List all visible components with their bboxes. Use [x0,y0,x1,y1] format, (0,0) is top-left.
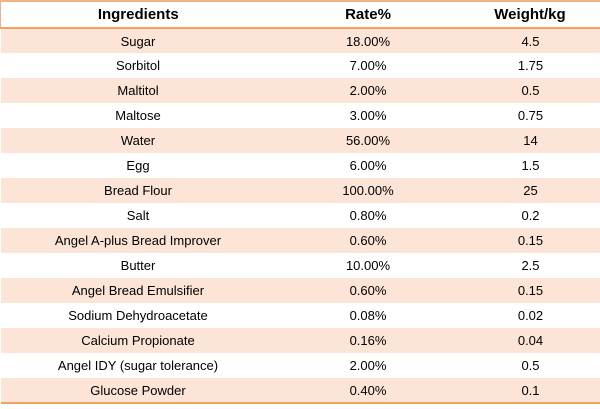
table-row: Sodium Dehydroacetate 0.08% 0.02 [0,303,600,328]
table-row: Salt 0.80% 0.2 [0,203,600,228]
table-row: Sugar 18.00% 4.5 [0,28,600,53]
cell-rate: 56.00% [275,128,461,153]
cell-weight: 0.15 [460,228,600,253]
cell-ingredient: Egg [0,153,276,178]
cell-weight: 0.02 [460,303,600,328]
cell-weight: 0.04 [460,328,600,353]
table-row: Calcium Propionate 0.16% 0.04 [0,328,600,353]
cell-ingredient: Water [0,128,276,153]
column-header-rate: Rate% [275,0,461,29]
cell-rate: 6.00% [275,153,461,178]
cell-weight: 14 [460,128,600,153]
cell-weight: 0.1 [460,378,600,404]
cell-rate: 3.00% [275,103,461,128]
cell-ingredient: Calcium Propionate [0,328,276,353]
column-header-ingredients: Ingredients [0,0,276,29]
cell-rate: 0.40% [275,378,461,404]
cell-rate: 2.00% [275,353,461,378]
cell-rate: 0.08% [275,303,461,328]
table-row: Angel IDY (sugar tolerance) 2.00% 0.5 [0,353,600,378]
cell-rate: 0.16% [275,328,461,353]
cell-ingredient: Bread Flour [0,178,276,203]
table-row: Glucose Powder 0.40% 0.1 [0,378,600,404]
cell-weight: 25 [460,178,600,203]
cell-weight: 0.2 [460,203,600,228]
cell-ingredient: Maltitol [0,78,276,103]
cell-rate: 0.60% [275,278,461,303]
cell-weight: 2.5 [460,253,600,278]
cell-ingredient: Sugar [0,28,276,53]
cell-rate: 7.00% [275,53,461,78]
cell-rate: 10.00% [275,253,461,278]
table-row: Angel Bread Emulsifier 0.60% 0.15 [0,278,600,303]
table-row: Maltose 3.00% 0.75 [0,103,600,128]
table-header: Ingredients Rate% Weight/kg [0,0,600,29]
cell-rate: 2.00% [275,78,461,103]
cell-weight: 1.5 [460,153,600,178]
cell-ingredient: Maltose [0,103,276,128]
table-row: Egg 6.00% 1.5 [0,153,600,178]
cell-weight: 1.75 [460,53,600,78]
table-row: Angel A-plus Bread Improver 0.60% 0.15 [0,228,600,253]
cell-ingredient: Angel IDY (sugar tolerance) [0,353,276,378]
cell-ingredient: Glucose Powder [0,378,276,404]
cell-rate: 0.80% [275,203,461,228]
cell-weight: 4.5 [460,28,600,53]
cell-ingredient: Salt [0,203,276,228]
cell-ingredient: Angel Bread Emulsifier [0,278,276,303]
cell-weight: 0.5 [460,78,600,103]
table-row: Maltitol 2.00% 0.5 [0,78,600,103]
header-row: Ingredients Rate% Weight/kg [0,0,600,29]
table-row: Butter 10.00% 2.5 [0,253,600,278]
cell-rate: 18.00% [275,28,461,53]
cell-ingredient: Angel A-plus Bread Improver [0,228,276,253]
cell-weight: 0.75 [460,103,600,128]
cell-weight: 0.5 [460,353,600,378]
cell-rate: 100.00% [275,178,461,203]
cell-weight: 0.15 [460,278,600,303]
column-header-weight: Weight/kg [460,0,600,29]
table-row: Sorbitol 7.00% 1.75 [0,53,600,78]
cell-ingredient: Butter [0,253,276,278]
cell-ingredient: Sorbitol [0,53,276,78]
table-body: Sugar 18.00% 4.5 Sorbitol 7.00% 1.75 Maltitol 2… [0,28,600,404]
table-row: Water 56.00% 14 [0,128,600,153]
cell-rate: 0.60% [275,228,461,253]
cell-ingredient: Sodium Dehydroacetate [0,303,276,328]
table-row: Bread Flour 100.00% 25 [0,178,600,203]
